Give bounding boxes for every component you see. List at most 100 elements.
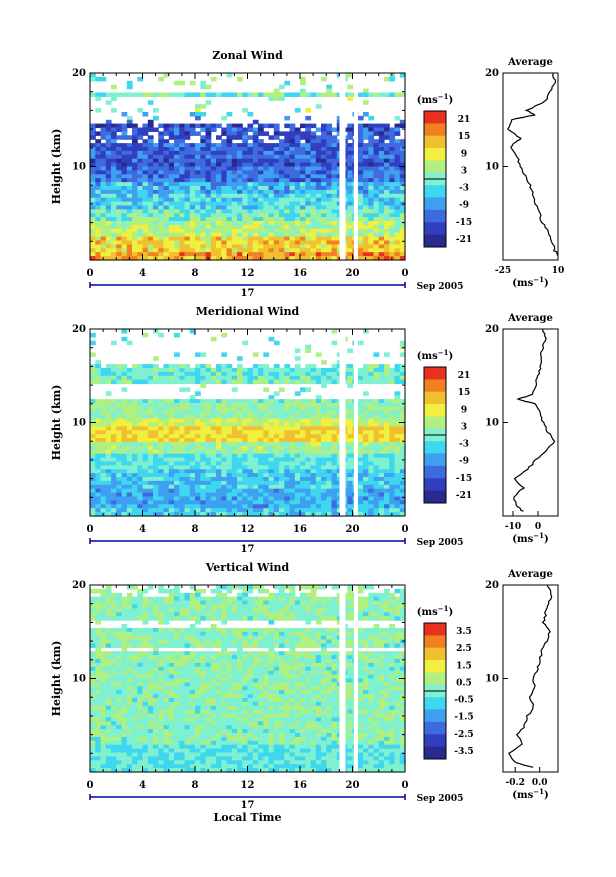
- heatmap-cells: [90, 329, 406, 517]
- colorbar-swatch: [424, 111, 446, 124]
- colorbar-swatch: [424, 635, 446, 648]
- colorbar-tick-label: -9: [459, 201, 469, 211]
- colorbar-swatch: [424, 722, 446, 735]
- colorbar-tick-label: -21: [456, 491, 472, 501]
- colorbar-swatch: [424, 185, 446, 198]
- profile-unit: (ms−1): [512, 275, 548, 289]
- x-tick-label: 16: [293, 780, 307, 791]
- colorbar-swatch: [424, 210, 446, 223]
- colorbar-swatch: [424, 697, 446, 710]
- data-gap: [339, 585, 345, 772]
- colorbar-swatch: [424, 123, 446, 136]
- x-tick-label: 0: [87, 780, 94, 791]
- colorbar-tick-label: -15: [456, 474, 472, 484]
- y-tick-label: 10: [72, 674, 86, 685]
- y-axis-label: Height (km): [50, 129, 63, 205]
- colorbar-swatch: [424, 392, 446, 405]
- colorbar-unit: (ms−1): [417, 92, 453, 106]
- x-axis-label: Local Time: [214, 811, 282, 824]
- profile-y-tick-label: 10: [485, 674, 499, 685]
- x-tick-label: 4: [139, 524, 146, 535]
- colorbar-tick-label: 3: [461, 422, 467, 432]
- y-tick-label: 10: [72, 418, 86, 429]
- date-label: Sep 2005: [417, 538, 464, 548]
- colorbar-tick-label: -1.5: [454, 713, 473, 723]
- colorbar-swatch: [424, 235, 446, 248]
- colorbar-tick-label: 9: [461, 405, 467, 415]
- y-axis-label: Height (km): [50, 641, 63, 717]
- colorbar-swatch: [424, 623, 446, 636]
- profile-unit: (ms−1): [512, 787, 548, 801]
- day-label: 17: [241, 544, 255, 555]
- profile-y-tick-label: 10: [485, 418, 499, 429]
- x-tick-label: 12: [241, 268, 255, 279]
- colorbar-swatch: [424, 466, 446, 479]
- x-tick-label: 0: [402, 268, 409, 279]
- colorbar-swatch: [424, 198, 446, 211]
- colorbar-tick-label: 2.5: [456, 644, 472, 654]
- colorbar-tick-label: 15: [458, 388, 471, 398]
- colorbar-tick-label: 1.5: [456, 661, 472, 671]
- x-tick-label: 8: [192, 524, 199, 535]
- x-tick-label: 20: [346, 524, 360, 535]
- profile-title: Average: [507, 313, 553, 324]
- colorbar-tick-label: -3: [459, 440, 469, 450]
- colorbar-swatch: [424, 136, 446, 149]
- profile-frame: [503, 73, 558, 260]
- x-tick-label: 12: [241, 780, 255, 791]
- colorbar-swatch: [424, 673, 446, 686]
- colorbar-swatch: [424, 491, 446, 504]
- colorbar-swatch: [424, 648, 446, 661]
- x-tick-label: 12: [241, 524, 255, 535]
- x-tick-label: 16: [293, 524, 307, 535]
- x-tick-label: 20: [346, 268, 360, 279]
- colorbar-tick-label: -2.5: [454, 730, 473, 740]
- colorbar-swatch: [424, 417, 446, 430]
- day-label: 17: [241, 800, 255, 811]
- colorbar-swatch: [424, 660, 446, 673]
- heatmap-cells: [90, 585, 406, 773]
- date-label: Sep 2005: [417, 794, 464, 804]
- colorbar-tick-label: 9: [461, 149, 467, 159]
- data-gap: [354, 329, 358, 516]
- colorbar-swatch: [424, 161, 446, 174]
- x-tick-label: 4: [139, 780, 146, 791]
- x-tick-label: 0: [87, 524, 94, 535]
- colorbar-swatch: [424, 454, 446, 467]
- colorbar-tick-label: 0.5: [456, 678, 472, 688]
- day-label: 17: [241, 288, 255, 299]
- colorbar-tick-label: -21: [456, 235, 472, 245]
- heatmap-cells: [90, 73, 406, 261]
- x-tick-label: 0: [402, 780, 409, 791]
- x-tick-label: 8: [192, 780, 199, 791]
- x-tick-label: 0: [402, 524, 409, 535]
- y-tick-label: 20: [72, 580, 86, 591]
- colorbar-tick-label: 21: [458, 371, 471, 381]
- colorbar-tick-label: -0.5: [454, 696, 473, 706]
- profile-line: [509, 585, 552, 767]
- colorbar-tick-label: -9: [459, 457, 469, 467]
- data-gap: [354, 585, 358, 772]
- x-tick-label: 8: [192, 268, 199, 279]
- colorbar-swatch: [424, 222, 446, 235]
- colorbar-swatch: [424, 148, 446, 161]
- data-gap: [354, 73, 358, 260]
- profile-x-tick-label: 10: [552, 266, 565, 276]
- profile-unit: (ms−1): [512, 531, 548, 545]
- profile-title: Average: [507, 57, 553, 68]
- profile-title: Average: [507, 569, 553, 580]
- colorbar-swatch: [424, 478, 446, 491]
- panel-title: Zonal Wind: [212, 49, 283, 62]
- x-tick-label: 16: [293, 268, 307, 279]
- profile-frame: [503, 329, 558, 516]
- profile-y-tick-label: 20: [485, 324, 499, 335]
- colorbar-tick-label: 15: [458, 132, 471, 142]
- colorbar-unit: (ms−1): [417, 348, 453, 362]
- profile-line: [514, 329, 555, 511]
- x-tick-label: 0: [87, 268, 94, 279]
- colorbar-swatch: [424, 710, 446, 723]
- y-tick-label: 10: [72, 162, 86, 173]
- y-axis-label: Height (km): [50, 385, 63, 461]
